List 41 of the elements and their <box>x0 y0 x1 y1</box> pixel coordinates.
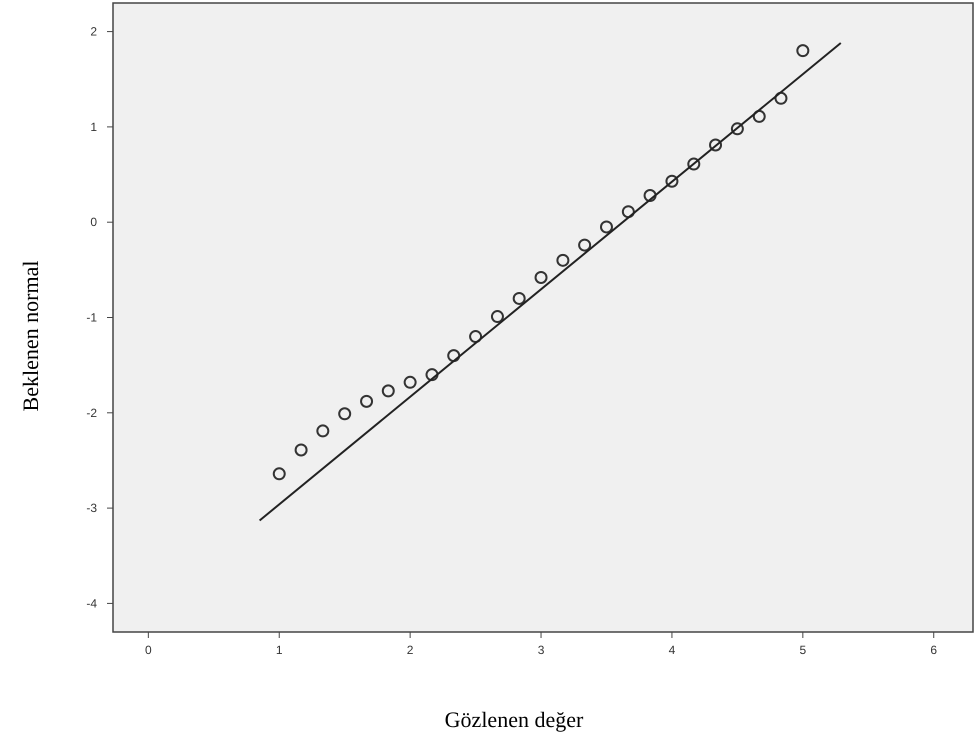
y-axis-title: Beklenen normal <box>18 260 43 412</box>
point <box>447 349 460 362</box>
x-tick-label: 6 <box>930 643 938 657</box>
point <box>752 110 766 123</box>
point <box>600 220 613 234</box>
point <box>796 44 810 58</box>
point <box>316 424 330 438</box>
y-tick-label: 0 <box>90 215 98 230</box>
point <box>490 310 504 324</box>
point <box>774 92 788 105</box>
point <box>665 174 678 188</box>
x-tick-label: 1 <box>276 643 283 657</box>
point <box>294 443 308 456</box>
y-tick-label: -1 <box>86 310 98 324</box>
point <box>426 368 438 382</box>
x-tick-label: 5 <box>799 643 806 657</box>
y-tick-label: -3 <box>86 501 98 516</box>
x-tick-label: 4 <box>668 643 676 657</box>
point <box>730 122 744 136</box>
point <box>338 407 352 420</box>
point <box>687 158 700 171</box>
point <box>360 394 374 408</box>
x-tick-label: 3 <box>538 643 545 657</box>
y-tick-label: -2 <box>86 406 98 420</box>
point <box>469 330 482 344</box>
point <box>556 254 570 267</box>
point <box>404 376 417 389</box>
x-tick-label: 2 <box>406 643 414 657</box>
x-tick-label: 0 <box>145 643 152 657</box>
x-axis-title: Gözlenen değer <box>444 707 584 732</box>
y-tick-label: -4 <box>86 596 98 610</box>
point <box>622 205 635 218</box>
point <box>644 189 657 202</box>
point <box>512 292 526 305</box>
point <box>534 270 548 284</box>
point <box>382 384 395 398</box>
point <box>578 238 592 252</box>
y-tick-label: 1 <box>90 120 98 134</box>
point <box>709 138 722 152</box>
point <box>272 467 286 480</box>
y-tick-label: 2 <box>90 24 98 39</box>
